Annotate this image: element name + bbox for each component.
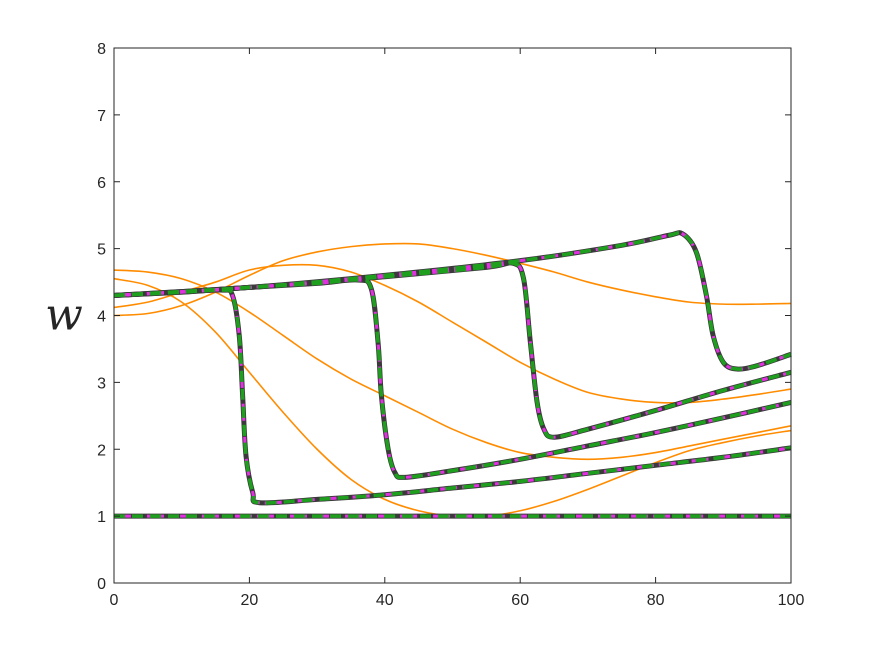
- x-tick-label: 0: [110, 592, 119, 609]
- y-axis: 0 1 2 3 4 5 6 7 8: [97, 41, 791, 593]
- y-tick-label: 3: [97, 375, 106, 392]
- x-tick-label: 100: [778, 592, 805, 609]
- y-tick-label: 8: [97, 41, 106, 58]
- orange-curve-2: [113, 269, 792, 461]
- y-tick-label: 0: [97, 576, 106, 593]
- plot-area: [114, 48, 791, 583]
- y-tick-label: 7: [97, 108, 106, 125]
- y-tick-label: 5: [97, 242, 106, 259]
- x-tick-label: 20: [241, 592, 259, 609]
- green-curve-4: [113, 230, 792, 371]
- x-tick-label: 60: [511, 592, 529, 609]
- x-tick-label: 80: [647, 592, 665, 609]
- magenta-curve-3: [113, 261, 792, 439]
- x-axis: 0 20 40 60 80 100: [110, 48, 805, 609]
- y-tick-label: 2: [97, 442, 106, 459]
- y-tick-label: 1: [97, 509, 106, 526]
- green-curve-1: [113, 288, 792, 505]
- y-tick-label: 6: [97, 175, 106, 192]
- magenta-curve-4: [113, 231, 792, 371]
- y-axis-label: w: [45, 290, 83, 341]
- green-curve-2: [113, 278, 792, 480]
- x-tick-label: 40: [376, 592, 394, 609]
- y-tick-label: 4: [97, 309, 106, 326]
- series-layer: [113, 230, 792, 519]
